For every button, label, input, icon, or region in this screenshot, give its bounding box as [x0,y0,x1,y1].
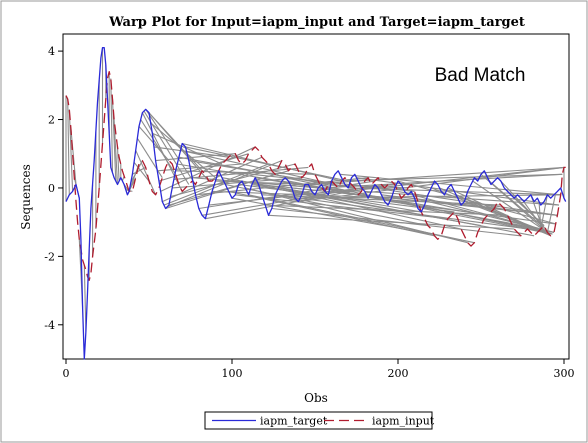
warp-link-51 [175,170,316,175]
warp-links [65,47,565,332]
warp-link-119 [538,201,542,230]
warp-link-58 [192,177,362,192]
warp-link-117 [522,199,543,228]
legend-label-iapm-input: iapm_input [372,415,435,428]
warp-link-17 [116,146,120,182]
warp-link-87 [288,180,555,233]
x-axis-ticks: 0 100 200 300 [63,359,575,380]
x-tick-label-200: 200 [388,367,409,380]
y-tick-label--4: -4 [44,319,55,332]
warp-link-83 [275,194,528,230]
warp-link-6 [83,264,87,332]
legend-label-iapm-target: iapm_target [260,415,328,428]
warp-link-30 [140,119,177,175]
warp-link-113 [488,180,547,230]
warp-link-109 [455,194,550,235]
warp-link-116 [513,197,545,227]
bad-match-annotation: Bad Match [435,65,526,86]
chart-title: Warp Plot for Input=iapm_input and Targe… [108,15,525,30]
y-tick-label-2: 2 [48,114,55,127]
warp-link-111 [472,180,548,233]
warp-link-56 [185,146,349,182]
x-tick-label-100: 100 [222,367,243,380]
warp-link-26 [133,161,150,182]
warp-link-14 [110,78,114,173]
warp-link-31 [141,112,183,192]
x-tick-label-0: 0 [63,367,70,380]
warp-link-93 [323,173,563,189]
warp-link-70 [231,197,442,237]
warp-link-54 [180,149,336,186]
y-axis-label: Sequences [19,164,33,230]
legend: iapm_target iapm_input [204,411,435,430]
warp-link-105 [422,207,553,235]
legend-box [204,411,433,430]
warp-link-71 [235,194,448,220]
warp-link-37 [152,132,223,165]
series-line-iapm-target [65,47,567,360]
warp-link-82 [271,207,521,237]
warp-link-1 [67,98,70,195]
warp-link-27 [135,150,157,196]
warp-link-121 [546,192,557,233]
plot-area-frame [62,33,570,360]
series-lines [65,47,567,360]
series-line-iapm-input [65,70,566,281]
warp-link-100 [381,194,558,216]
warp-link-16 [113,119,119,185]
warp-link-90 [298,166,565,203]
warp-link-84 [278,187,535,237]
warp-link-55 [182,142,342,182]
warp-link-2 [68,109,74,192]
y-axis-ticks: -4 -2 0 2 4 [44,45,63,332]
warp-link-48 [170,163,296,198]
x-tick-label-300: 300 [554,367,575,380]
warp-link-110 [464,201,550,235]
y-tick-label-4: 4 [48,45,55,58]
y-tick-label-0: 0 [48,182,55,195]
warp-link-3 [70,129,77,185]
y-tick-label--2: -2 [44,250,55,263]
x-axis-label: Obs [304,391,328,405]
warp-link-120 [540,194,548,230]
